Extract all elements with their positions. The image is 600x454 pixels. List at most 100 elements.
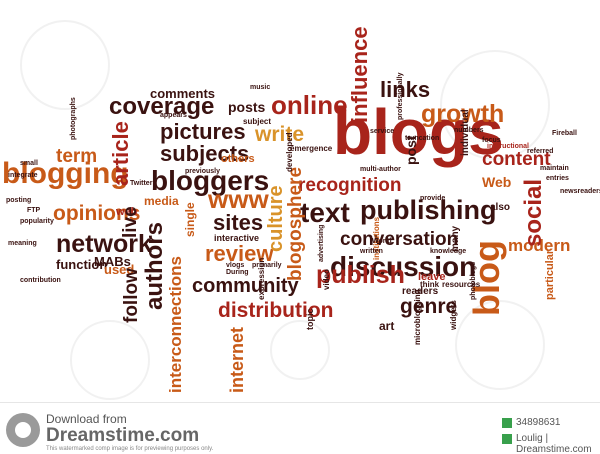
- word: function: [56, 257, 108, 272]
- word: maintain: [540, 165, 569, 172]
- word: truncation: [405, 135, 440, 142]
- word: professionally: [397, 72, 404, 120]
- word: readers: [402, 286, 439, 297]
- word: interactive: [214, 233, 260, 243]
- word: vlogs: [226, 262, 245, 269]
- word: subject: [243, 117, 272, 126]
- word: genre: [400, 295, 458, 318]
- word: multi-author: [360, 166, 401, 173]
- dreamstime-logo-icon: [6, 413, 40, 447]
- word: meaning: [8, 240, 37, 247]
- word: referred: [527, 148, 554, 155]
- word: discussion: [330, 251, 477, 282]
- word: posting: [6, 197, 32, 204]
- word: topic: [305, 308, 315, 331]
- watermark-mark: [440, 50, 550, 160]
- brand-name[interactable]: Dreamstime.com: [46, 425, 200, 446]
- watermark-mark: [270, 320, 330, 380]
- word: art: [379, 319, 395, 333]
- word: online: [271, 90, 348, 120]
- word: FTP: [27, 207, 41, 214]
- watermark-mark: [455, 300, 545, 390]
- word: entries: [546, 175, 569, 182]
- word: live: [120, 206, 141, 238]
- word: small: [20, 160, 38, 167]
- word: modern: [508, 236, 571, 255]
- word: particular: [544, 249, 556, 300]
- word: recognition: [298, 175, 402, 196]
- word: interconnections: [166, 256, 185, 393]
- word: Twitter: [130, 180, 153, 187]
- word: During: [226, 269, 249, 276]
- word: posts: [228, 99, 266, 115]
- word: provide: [420, 195, 446, 202]
- word: bloggers: [151, 165, 270, 196]
- word: blogs: [333, 96, 504, 168]
- word: Fireball: [552, 130, 577, 137]
- word: conversation: [340, 229, 459, 250]
- word: pictures: [160, 119, 246, 144]
- word: publishing: [360, 195, 497, 225]
- word: also: [490, 202, 511, 213]
- word: publish: [316, 261, 405, 289]
- watermark-mark: [70, 320, 150, 400]
- word: photographs: [70, 97, 77, 140]
- download-label: Download from: [46, 412, 127, 426]
- credit-badge-icon: [502, 434, 512, 444]
- word: emergence: [290, 144, 333, 153]
- word: integrate: [8, 172, 38, 179]
- word: authors: [141, 221, 168, 310]
- word: instructional: [487, 143, 530, 150]
- word: focus: [482, 137, 501, 144]
- word: leave: [418, 271, 446, 283]
- word: follow: [121, 268, 142, 323]
- word: blogging: [2, 157, 129, 190]
- word: written: [360, 248, 383, 255]
- word: microblogging: [413, 289, 422, 345]
- word: previously: [185, 168, 221, 175]
- word: www: [208, 184, 269, 214]
- word: resources: [442, 280, 481, 289]
- word: knowledge: [430, 248, 467, 255]
- word: internet: [227, 326, 247, 393]
- word: subjects: [160, 141, 250, 166]
- word: opinions: [53, 202, 141, 225]
- word: others: [221, 153, 255, 165]
- word: distribution: [218, 299, 334, 322]
- word: used: [104, 262, 135, 277]
- image-credit: Loulig | Dreamstime.com: [516, 433, 592, 454]
- word: single: [183, 202, 197, 237]
- image-id: 34898631: [516, 417, 561, 428]
- word: Web: [482, 174, 512, 190]
- word-cloud: blogs online blogging bloggers publishin…: [2, 20, 600, 400]
- stock-footer: Download from Dreamstime.com This waterm…: [0, 402, 600, 454]
- word: blogosphere: [285, 166, 306, 281]
- word: think: [420, 280, 440, 289]
- word: coverage: [109, 93, 215, 120]
- word: World: [372, 238, 392, 245]
- word: sites: [213, 210, 264, 235]
- word: media: [144, 194, 179, 208]
- word: music: [250, 84, 271, 91]
- word: video: [322, 269, 331, 290]
- word: numbers: [454, 127, 484, 134]
- word: growth: [421, 100, 505, 128]
- word: content: [482, 149, 551, 170]
- word: article: [108, 121, 133, 186]
- word: newsreaders: [560, 188, 600, 195]
- word: links: [380, 77, 431, 102]
- word: primarily: [252, 262, 282, 269]
- word: culture: [265, 185, 287, 252]
- word: service: [370, 128, 395, 135]
- word: contribution: [20, 277, 61, 284]
- word: widgets: [449, 300, 458, 330]
- word: write: [255, 123, 305, 146]
- word: appears: [160, 112, 187, 119]
- word: term: [56, 146, 98, 167]
- word: comments: [150, 86, 216, 101]
- word: popularity: [20, 218, 54, 225]
- word: social: [520, 178, 547, 247]
- word: community: [192, 275, 299, 297]
- id-badge-icon: [502, 418, 512, 428]
- word: review: [205, 241, 274, 266]
